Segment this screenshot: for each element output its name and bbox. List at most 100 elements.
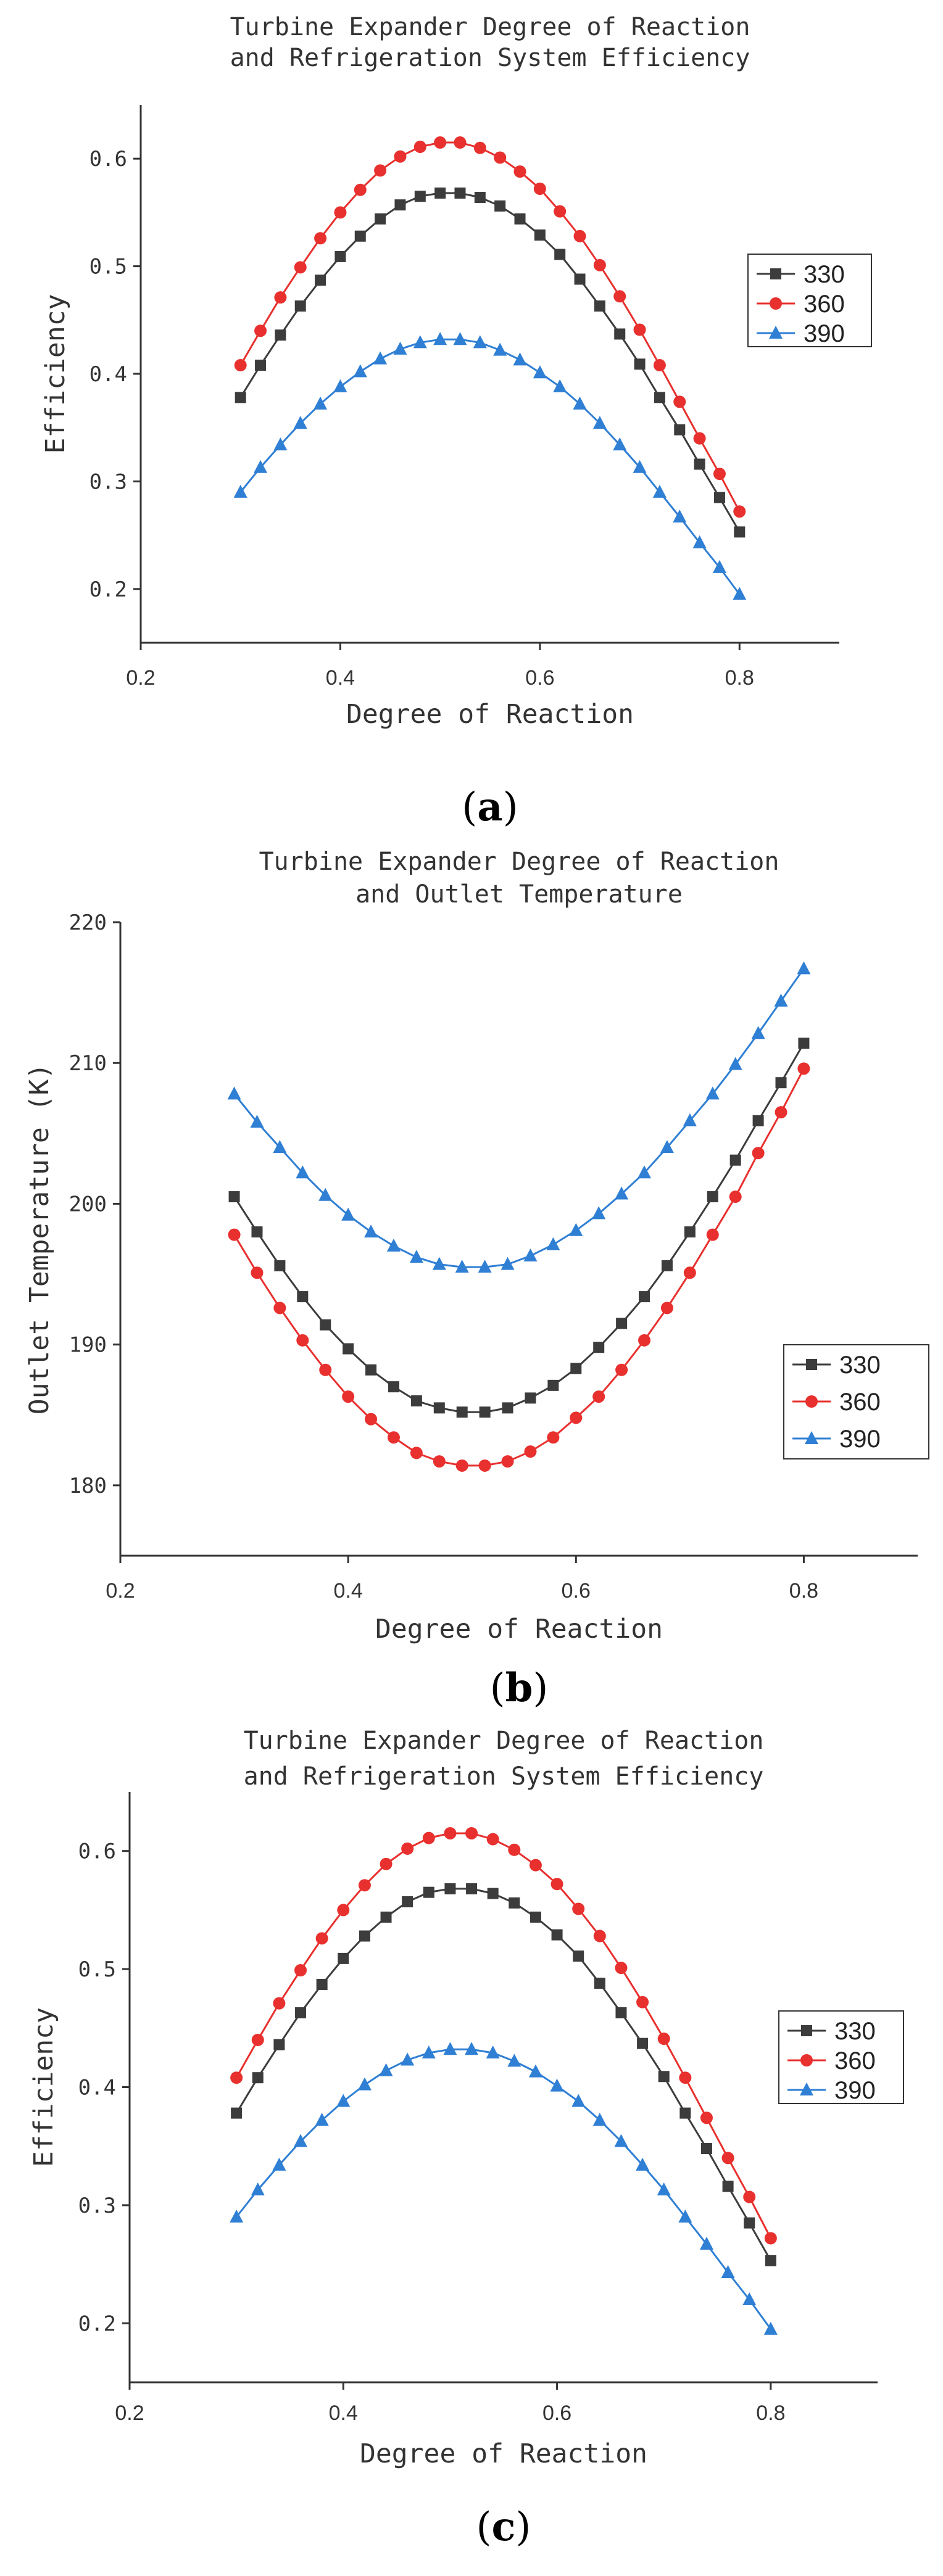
data-point-390: [413, 335, 427, 349]
data-point-360: [775, 1106, 787, 1119]
legend-marker-390: [805, 1431, 818, 1444]
x-tick-label: 0.6: [542, 2401, 571, 2425]
data-point-360: [592, 1390, 605, 1403]
y-tick-label: 0.2: [78, 2311, 116, 2336]
x-tick-label: 0.8: [789, 1579, 818, 1603]
data-point-360: [380, 1857, 393, 1870]
data-point-330: [273, 2039, 285, 2050]
data-point-330: [456, 1406, 468, 1418]
data-point-330: [474, 191, 486, 203]
data-point-330: [639, 1291, 650, 1303]
data-point-330: [674, 424, 686, 436]
data-point-360: [547, 1431, 560, 1444]
data-point-330: [423, 1886, 434, 1898]
x-tick-label: 0.6: [562, 1579, 591, 1603]
data-point-390: [614, 2134, 628, 2147]
data-point-360: [657, 2033, 670, 2046]
data-point-330: [525, 1392, 536, 1404]
data-point-390: [728, 1057, 742, 1070]
data-point-360: [752, 1147, 765, 1160]
chart-title-line-1: Turbine Expander Degree of Reaction: [244, 1727, 764, 1755]
data-point-330: [765, 2255, 776, 2266]
data-point-330: [402, 1896, 413, 1908]
data-point-330: [315, 275, 326, 286]
data-point-390: [763, 2321, 778, 2335]
data-point-330: [316, 1978, 328, 1990]
legend-marker-330: [770, 268, 781, 279]
data-point-360: [251, 2033, 264, 2046]
data-point-330: [752, 1115, 764, 1126]
data-point-390: [333, 379, 347, 392]
data-point-360: [638, 1334, 651, 1347]
data-point-330: [713, 492, 725, 503]
data-point-390: [528, 2064, 542, 2078]
data-point-360: [254, 324, 267, 337]
data-point-360: [454, 136, 467, 149]
data-point-360: [550, 1878, 563, 1891]
data-point-330: [509, 1897, 520, 1909]
y-tick-label: 0.6: [89, 147, 127, 171]
data-point-390: [797, 961, 811, 975]
data-point-360: [478, 1459, 491, 1472]
y-tick-label: 200: [69, 1192, 107, 1216]
y-tick-label: 0.4: [89, 362, 127, 387]
series-330: [231, 1883, 776, 2266]
data-point-390: [364, 1224, 378, 1238]
data-point-390: [550, 2078, 564, 2092]
series-360-line: [235, 1832, 772, 2239]
data-point-360: [633, 323, 646, 336]
x-axis-label: Degree of Reaction: [360, 2438, 647, 2469]
data-point-330: [734, 526, 746, 538]
data-point-390: [432, 1257, 446, 1270]
data-point-390: [318, 1187, 333, 1201]
data-point-390: [546, 1237, 560, 1250]
data-point-360: [394, 150, 407, 163]
data-point-360: [422, 1831, 435, 1844]
data-point-390: [613, 437, 627, 451]
data-point-360: [572, 1902, 585, 1915]
data-point-390: [592, 1206, 606, 1220]
data-point-360: [274, 291, 287, 304]
data-point-360: [615, 1363, 628, 1376]
y-tick-label: 0.6: [78, 1839, 116, 1864]
data-point-360: [273, 1302, 286, 1315]
chart-title-line-2: and Refrigeration System Efficiency: [244, 1762, 764, 1791]
data-point-330: [231, 2107, 243, 2119]
data-point-360: [721, 2152, 734, 2165]
data-point-360: [501, 1455, 514, 1468]
data-point-330: [573, 1951, 584, 1962]
data-point-390: [733, 587, 747, 600]
legend-marker-360: [800, 2054, 813, 2066]
chart-title-line-1: Turbine Expander Degree of Reaction: [230, 13, 750, 41]
data-point-330: [654, 392, 665, 403]
data-point-360: [315, 1932, 328, 1945]
data-point-360: [524, 1445, 537, 1458]
y-tick-label: 0.4: [78, 2076, 116, 2100]
caption-letter: a: [477, 784, 502, 830]
data-point-360: [228, 1228, 241, 1241]
series-360-line: [239, 141, 741, 512]
data-point-360: [693, 432, 706, 445]
data-point-360: [743, 2190, 756, 2203]
data-point-330: [530, 1911, 541, 1923]
data-point-360: [354, 183, 367, 196]
chart-title-line-2: and Outlet Temperature: [355, 880, 683, 909]
data-point-390: [592, 2113, 607, 2126]
data-point-330: [235, 392, 246, 403]
data-point-360: [729, 1191, 742, 1203]
data-point-390: [353, 364, 367, 378]
caption-paren-open: (: [476, 2504, 492, 2550]
data-point-330: [744, 2217, 755, 2229]
data-point-360: [387, 1431, 400, 1444]
data-point-390: [293, 416, 307, 429]
data-point-330: [637, 2037, 649, 2049]
series-390-line: [239, 338, 741, 595]
data-point-360: [334, 206, 347, 219]
y-tick-label: 0.5: [78, 1957, 116, 1982]
x-axis-label: Degree of Reaction: [375, 1614, 663, 1645]
data-point-330: [534, 229, 546, 241]
series-390: [233, 332, 747, 600]
x-tick-label: 0.2: [115, 2401, 144, 2425]
